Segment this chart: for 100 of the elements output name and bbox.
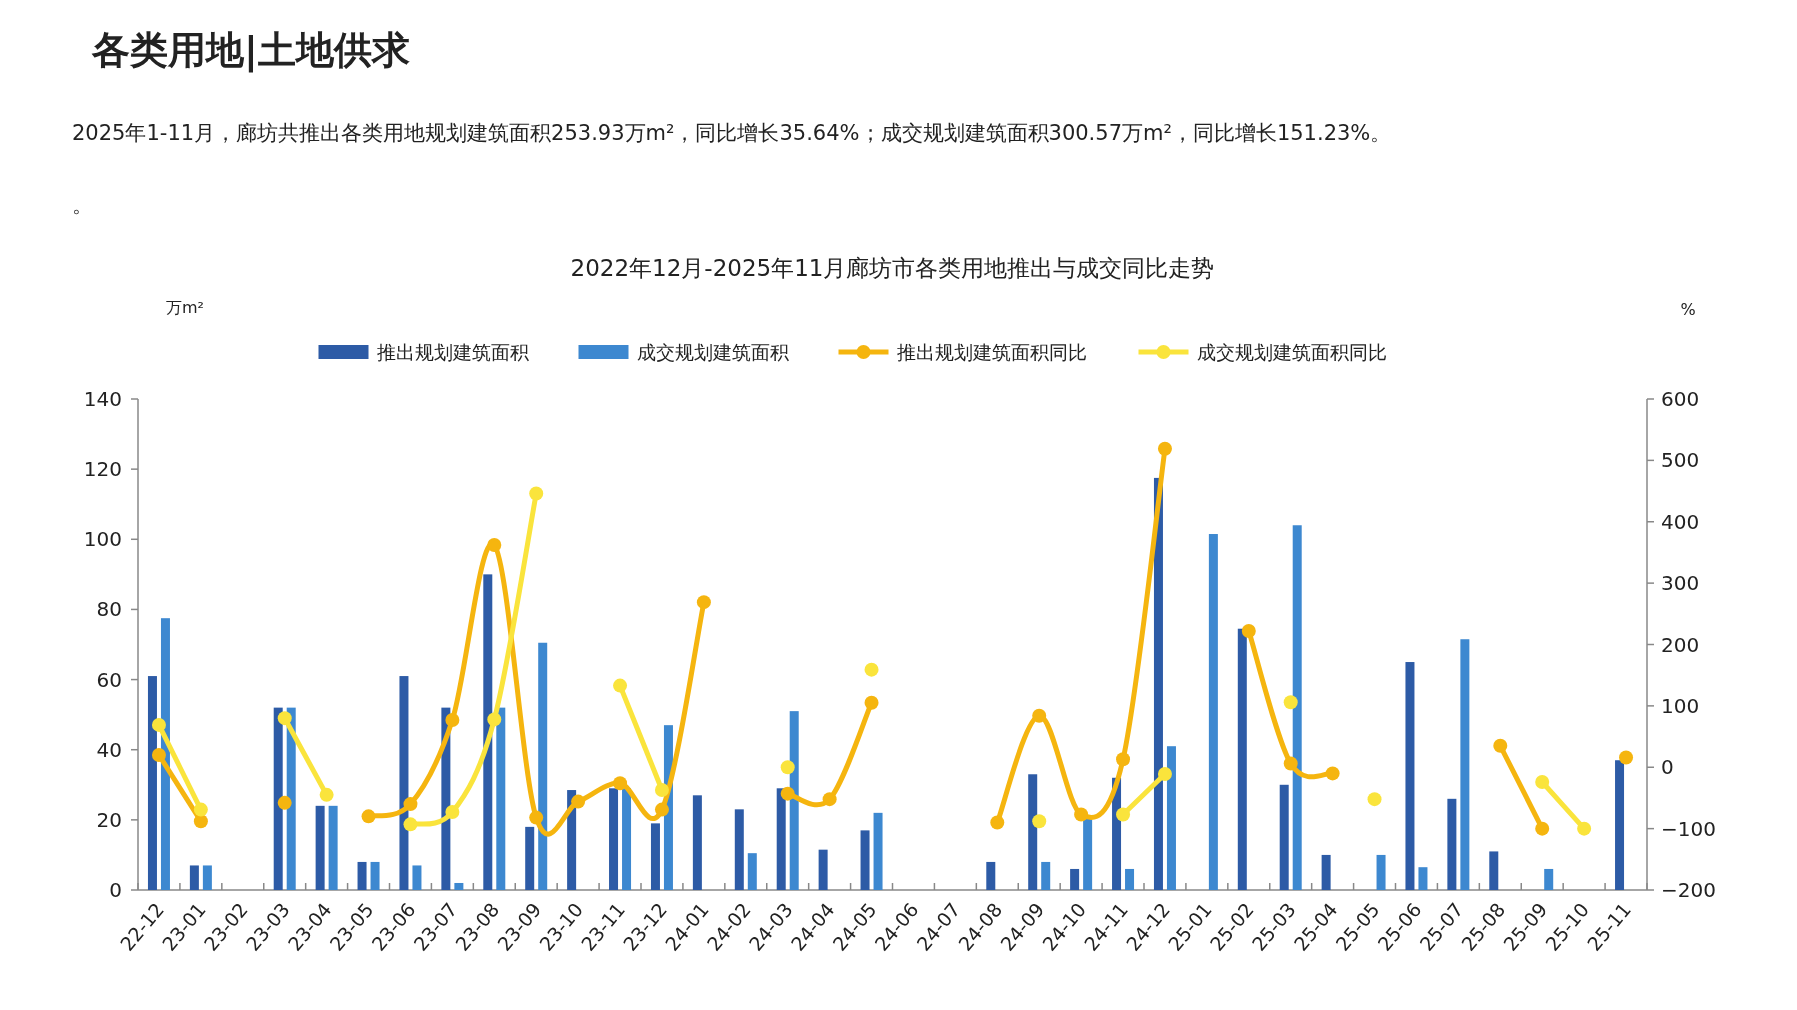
bar [370, 861, 380, 890]
y2-tick-label: −200 [1661, 878, 1716, 902]
point [1241, 624, 1256, 638]
point [277, 795, 292, 810]
point [1619, 750, 1634, 765]
point [193, 814, 208, 829]
bar [609, 788, 619, 890]
y-tick-label: 0 [109, 878, 122, 902]
point [1116, 752, 1131, 767]
bar [873, 812, 883, 890]
bar [789, 711, 799, 890]
legend-label: 成交规划建筑面积同比 [1196, 341, 1387, 363]
point [277, 711, 292, 726]
bar [692, 795, 702, 890]
text: 。 [72, 193, 93, 217]
point [1535, 774, 1550, 789]
point [151, 717, 166, 732]
bar [622, 788, 632, 890]
y-axis-title: 万m² [166, 298, 204, 317]
bar [538, 642, 548, 890]
point [613, 776, 628, 791]
chart-title: 各类用地|土地供求 [91, 28, 410, 73]
y2-tick-label: 0 [1661, 755, 1674, 780]
point [864, 695, 879, 710]
point [1325, 766, 1340, 781]
point [1074, 807, 1089, 822]
y-tick-label: 120 [83, 457, 122, 482]
bar [986, 861, 996, 890]
point [151, 747, 166, 762]
y2-tick-label: 200 [1661, 632, 1700, 657]
bar [399, 676, 409, 890]
legend-label: 成交规划建筑面积 [636, 341, 789, 363]
y-tick-label: 60 [96, 667, 122, 692]
point [193, 802, 208, 817]
bar [1083, 816, 1093, 890]
bar [328, 805, 338, 890]
point [654, 782, 669, 797]
y2-tick-label: −100 [1661, 816, 1716, 841]
point [1157, 441, 1172, 456]
legend-label: 推出规划建筑面积同比 [896, 341, 1087, 363]
point [1493, 738, 1508, 753]
point [780, 760, 795, 775]
legend-label: 推出规划建筑面积 [376, 341, 529, 363]
point [1116, 807, 1131, 822]
point [864, 662, 879, 677]
y2-tick-label: 100 [1661, 693, 1700, 718]
y-tick-label: 100 [83, 527, 122, 552]
y2-axis-title: % [1680, 300, 1696, 319]
bar [734, 809, 744, 890]
bar [357, 861, 367, 890]
bar [860, 830, 870, 890]
point [1157, 767, 1172, 781]
y2-tick-label: 600 [1661, 387, 1700, 411]
bar [1405, 662, 1415, 890]
point [361, 809, 376, 824]
bar [315, 805, 325, 890]
bar [747, 853, 757, 890]
y-tick-label: 20 [96, 807, 122, 832]
bar [776, 788, 786, 890]
point [1283, 695, 1298, 710]
bar [1460, 639, 1470, 890]
point [1283, 756, 1298, 771]
bar [1418, 867, 1428, 890]
bar [1376, 854, 1386, 890]
bar [1041, 861, 1051, 890]
bar [1447, 798, 1457, 890]
point [319, 787, 334, 802]
point [780, 786, 795, 801]
bar [147, 676, 157, 890]
bar [1321, 854, 1331, 890]
y2-tick-label: 300 [1661, 571, 1700, 596]
point [1032, 708, 1047, 723]
point [1032, 814, 1047, 829]
bar [1544, 868, 1554, 890]
point [696, 595, 711, 610]
y-tick-label: 80 [96, 597, 122, 622]
point [654, 802, 669, 817]
point [1535, 821, 1550, 836]
bar [1237, 628, 1247, 890]
point [613, 678, 628, 693]
bar [202, 865, 212, 890]
bar [412, 865, 422, 890]
bar [1125, 868, 1135, 890]
bar [525, 826, 535, 890]
bar [1489, 851, 1499, 890]
bar [818, 849, 828, 890]
bar [1208, 534, 1218, 890]
chart-subtitle: 2022年12月-2025年11月廊坊市各类用地推出与成交同比走势 [570, 255, 1215, 281]
point [822, 792, 837, 807]
bar [1292, 525, 1302, 890]
bar [273, 707, 283, 890]
y2-tick-label: 500 [1661, 448, 1700, 473]
y-tick-label: 40 [96, 737, 122, 762]
y2-tick-label: 400 [1661, 509, 1700, 534]
point [1367, 792, 1382, 807]
bar [1615, 760, 1625, 890]
point [571, 794, 586, 809]
text: 2025年1-11月，廊坊共推出各类用地规划建筑面积253.93万m²，同比增长35.64%；成交规划建筑面积300.57万m²，同比增长151.23%。 [72, 121, 1392, 145]
bar [1070, 868, 1080, 890]
point [990, 815, 1005, 830]
